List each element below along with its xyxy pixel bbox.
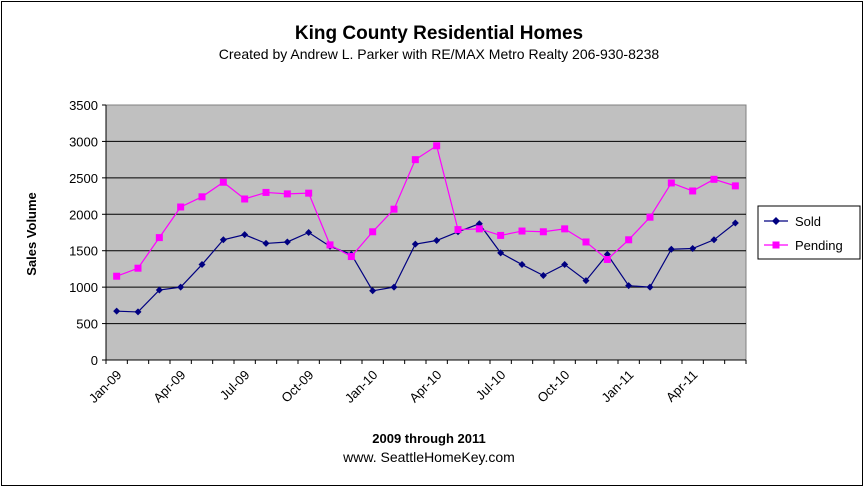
x-tick-label: Apr-10	[406, 367, 444, 405]
data-point-pending	[454, 226, 462, 234]
data-point-pending	[710, 175, 718, 183]
data-point-sold	[390, 283, 398, 291]
data-point-sold	[283, 238, 291, 246]
data-point-sold	[689, 245, 697, 253]
data-point-sold	[646, 283, 654, 291]
data-point-pending	[283, 190, 291, 198]
data-point-pending	[497, 231, 505, 239]
data-point-sold	[411, 240, 419, 248]
data-point-pending	[689, 187, 697, 195]
y-tick-label: 0	[91, 353, 98, 368]
plot-area	[105, 104, 747, 361]
data-point-sold	[497, 249, 505, 257]
data-point-sold	[305, 229, 313, 236]
data-point-pending	[603, 255, 611, 263]
data-point-sold	[262, 239, 270, 247]
data-point-pending	[155, 234, 163, 242]
x-tick-label: Jan-11	[598, 367, 636, 405]
data-point-pending	[625, 236, 633, 244]
x-tick-label: Jul-10	[473, 367, 509, 403]
legend: Sold Pending	[757, 205, 861, 260]
data-point-sold	[561, 261, 569, 269]
data-point-pending	[347, 253, 355, 261]
series-markers	[113, 142, 739, 316]
data-point-pending	[326, 241, 334, 249]
series-lines	[116, 144, 736, 313]
x-tick-label: Jul-09	[217, 367, 253, 403]
data-point-pending	[539, 228, 547, 236]
data-point-pending	[113, 272, 121, 280]
data-point-pending	[518, 227, 526, 235]
data-point-sold	[433, 237, 441, 245]
data-point-sold	[241, 231, 249, 239]
data-point-sold	[625, 282, 633, 290]
data-point-sold	[177, 283, 185, 291]
data-point-pending	[582, 238, 590, 246]
data-point-sold	[155, 286, 163, 294]
x-tick-label: Oct-10	[534, 367, 572, 405]
series-line-pending	[116, 144, 736, 277]
data-point-sold	[134, 308, 142, 316]
x-tick-label: Jan-09	[86, 367, 125, 406]
chart-title: King County Residential Homes	[295, 23, 583, 44]
data-point-pending	[390, 205, 398, 213]
legend-box	[757, 205, 861, 260]
legend-pending-label: Pending	[795, 238, 843, 253]
data-point-pending	[262, 188, 270, 196]
legend-pending-marker	[772, 241, 780, 249]
data-point-pending	[646, 213, 654, 221]
data-point-sold	[539, 271, 547, 279]
data-point-pending	[475, 225, 483, 233]
x-tick-label: Oct-09	[278, 367, 316, 405]
data-point-pending	[433, 142, 441, 150]
data-point-pending	[134, 264, 142, 272]
y-axis-label: Sales Volume	[24, 192, 39, 276]
data-point-sold	[219, 236, 227, 244]
data-point-sold	[731, 219, 739, 227]
footer-url: www. SeattleHomeKey.com	[342, 449, 515, 465]
y-tick-label: 1500	[69, 244, 98, 259]
data-point-pending	[305, 189, 313, 197]
data-point-pending	[177, 203, 185, 211]
data-point-sold	[667, 245, 675, 253]
gridlines	[106, 140, 746, 325]
y-tick-label: 2000	[69, 207, 98, 222]
data-point-sold	[582, 277, 590, 285]
data-point-sold	[113, 307, 121, 315]
data-point-pending	[369, 228, 377, 236]
x-axis: Jan-09 Apr-09 Jul-09 Oct-09 Jan-10 Apr-10 Jul-…	[86, 359, 747, 406]
data-point-sold	[518, 261, 526, 269]
legend-sold-label: Sold	[795, 214, 821, 229]
data-point-pending	[731, 182, 739, 190]
y-tick-label: 3000	[69, 134, 98, 149]
x-tick-label: Apr-09	[150, 367, 188, 405]
y-tick-label: 1000	[69, 280, 98, 295]
legend-sold-marker	[772, 217, 780, 225]
x-tick-label: Apr-11	[663, 367, 701, 405]
x-tick-label: Jan-10	[342, 367, 381, 406]
y-tick-label: 3500	[69, 98, 98, 113]
y-tick-label: 500	[76, 317, 98, 332]
data-point-sold	[369, 287, 377, 295]
data-point-pending	[561, 225, 569, 233]
data-point-pending	[219, 178, 227, 186]
data-point-pending	[198, 193, 206, 201]
chart-subtitle: Created by Andrew L. Parker with RE/MAX …	[219, 46, 660, 62]
data-point-sold	[710, 236, 718, 244]
x-axis-label: 2009 through 2011	[372, 431, 485, 446]
y-tick-label: 2500	[69, 171, 98, 186]
series-line-sold	[116, 222, 736, 313]
y-axis: 0 500 1000 1500 2000 2500 3000 3500	[69, 98, 107, 368]
data-point-pending	[667, 179, 675, 187]
data-point-pending	[411, 156, 419, 164]
data-point-sold	[198, 261, 206, 269]
data-point-pending	[241, 195, 249, 203]
